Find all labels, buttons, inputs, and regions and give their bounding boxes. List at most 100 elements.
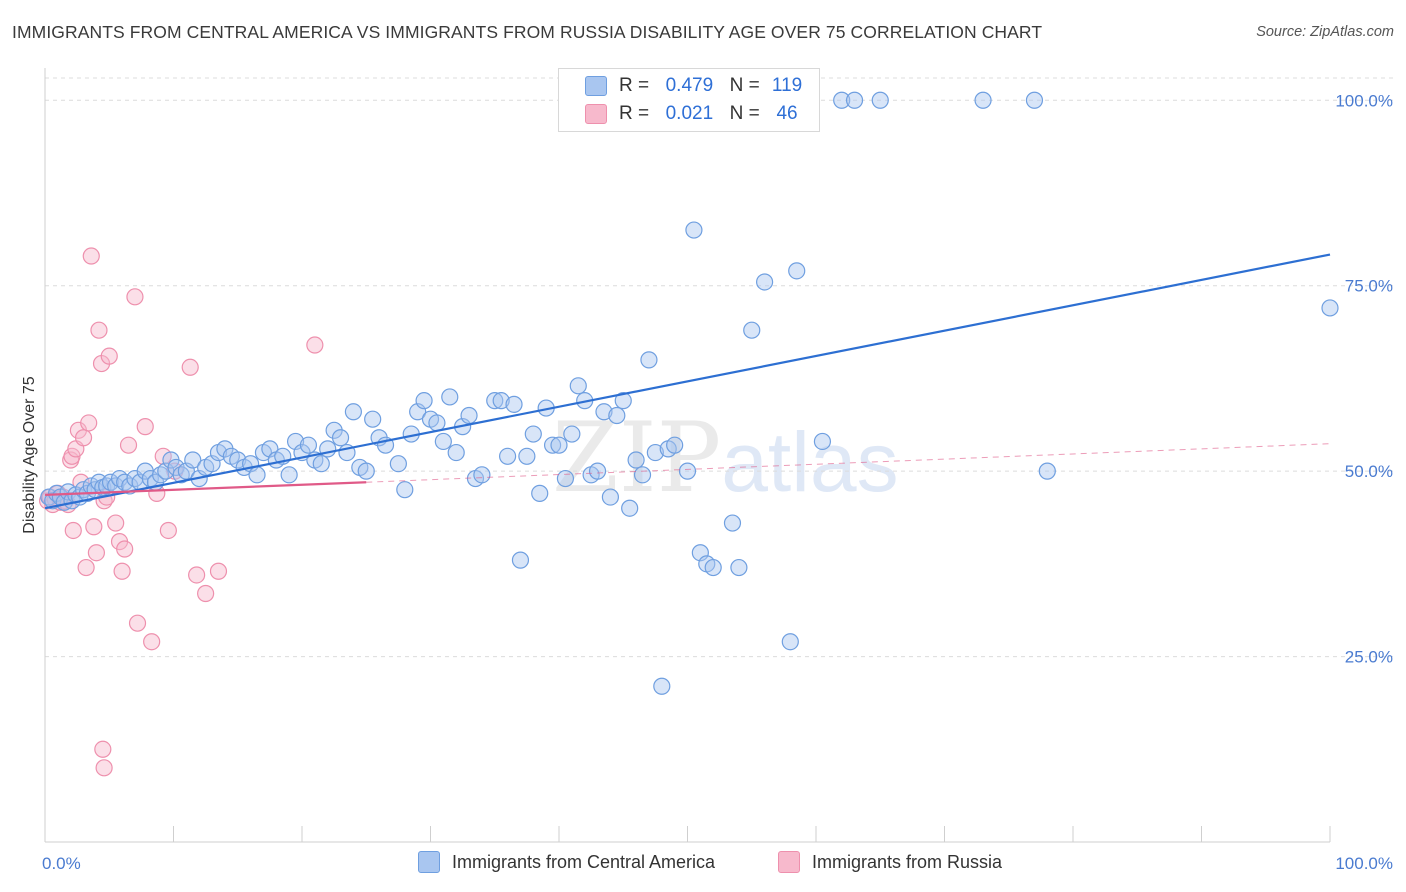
data-point-central-america — [434, 432, 452, 451]
data-point-russia — [77, 558, 95, 577]
y-axis-label: Disability Age Over 75 — [21, 376, 38, 534]
central-america-points — [40, 91, 1339, 695]
data-point-central-america — [614, 392, 632, 410]
legend-r-label: R = — [619, 103, 650, 124]
trend-line-russia — [44, 481, 367, 496]
data-point-central-america — [184, 451, 202, 469]
data-point-central-america — [511, 551, 530, 569]
data-point-central-america — [505, 395, 523, 413]
data-point-russia — [181, 358, 199, 376]
data-point-russia — [159, 521, 177, 540]
legend-swatch-pink — [585, 104, 607, 124]
trend-line-russia-extended — [366, 443, 1331, 483]
data-point-central-america — [344, 403, 362, 421]
data-point-russia — [306, 336, 324, 354]
data-point-central-america — [781, 633, 799, 651]
data-point-russia — [119, 436, 138, 454]
legend-item-central-america: Immigrants from Central America — [418, 851, 715, 873]
data-point-central-america — [608, 406, 626, 425]
watermark-zip: ZIP — [552, 402, 722, 514]
data-point-central-america — [723, 514, 742, 532]
legend-n-label: N = — [729, 75, 760, 96]
legend-row-central-america: R = 0.479 N = 119 — [585, 73, 809, 99]
y-tick-label: 50.0% — [1345, 462, 1393, 481]
data-point-central-america — [248, 466, 266, 484]
data-point-central-america — [646, 443, 664, 462]
correlation-legend: R = 0.479 N = 119 R = 0.021 N = 46 — [558, 68, 820, 132]
data-point-russia — [136, 418, 154, 436]
legend-label-russia: Immigrants from Russia — [812, 851, 1003, 872]
source-credit: Source: ZipAtlas.com — [1256, 24, 1394, 40]
data-point-central-america — [601, 488, 620, 506]
data-point-russia — [94, 740, 112, 758]
y-tick-label: 75.0% — [1345, 277, 1393, 296]
data-point-central-america — [280, 466, 298, 484]
data-point-central-america — [518, 447, 536, 465]
data-point-central-america — [556, 469, 575, 488]
legend-swatch-pink — [778, 851, 800, 873]
x-tick-label: 0.0% — [42, 854, 81, 873]
data-point-russia — [126, 288, 144, 306]
data-point-russia — [113, 562, 131, 580]
data-point-central-america — [845, 91, 864, 109]
legend-n-value: 119 — [771, 75, 803, 96]
legend-n-label: N = — [729, 103, 760, 124]
data-point-central-america — [357, 462, 375, 480]
russia-points — [38, 247, 324, 777]
data-point-russia — [197, 584, 215, 603]
data-point-central-america — [396, 481, 414, 499]
watermark-atlas: atlas — [721, 415, 899, 509]
watermark: ZIPatlas — [552, 402, 899, 514]
data-point-central-america — [974, 91, 992, 109]
data-point-central-america — [666, 436, 684, 454]
data-point-central-america — [550, 436, 568, 454]
legend-n-value: 46 — [776, 103, 798, 124]
trend-line-central-america — [44, 253, 1331, 510]
data-point-central-america — [415, 392, 433, 410]
legend-r-label: R = — [619, 75, 650, 96]
tick-labels: 25.0% 50.0% 75.0% 100.0% 0.0% 100.0% — [42, 91, 1393, 873]
data-point-russia — [100, 347, 118, 365]
data-point-russia — [85, 518, 103, 536]
data-point-russia — [188, 566, 206, 584]
data-point-russia — [128, 614, 147, 632]
legend-item-russia: Immigrants from Russia — [778, 851, 1002, 873]
data-point-central-america — [595, 403, 613, 421]
data-point-central-america — [627, 451, 645, 469]
data-point-central-america — [678, 462, 697, 480]
legend-r-value: 0.479 — [665, 75, 714, 96]
data-point-central-america — [389, 455, 407, 473]
data-point-central-america — [499, 447, 517, 465]
data-point-central-america — [473, 466, 491, 484]
data-point-russia — [95, 759, 113, 777]
trend-lines — [44, 253, 1331, 510]
data-point-central-america — [640, 351, 658, 369]
data-point-russia — [209, 562, 228, 580]
data-point-central-america — [441, 388, 459, 406]
x-tick-label: 100.0% — [1335, 854, 1393, 873]
data-point-central-america — [543, 436, 562, 454]
series-legend: Immigrants from Central America Immigran… — [0, 851, 1406, 877]
data-point-central-america — [704, 558, 722, 577]
legend-swatch-blue — [418, 851, 440, 873]
data-point-russia — [64, 521, 82, 540]
data-point-central-america — [813, 432, 832, 451]
axes — [44, 68, 1331, 843]
data-point-central-america — [755, 273, 774, 291]
data-point-central-america — [621, 499, 639, 517]
data-point-central-america — [1321, 299, 1339, 317]
chart-title: IMMIGRANTS FROM CENTRAL AMERICA VS IMMIG… — [12, 22, 1043, 42]
data-point-central-america — [447, 443, 465, 462]
data-point-central-america — [588, 462, 607, 480]
data-point-russia — [87, 544, 106, 562]
data-point-central-america — [460, 406, 478, 425]
data-point-central-america — [871, 91, 889, 109]
data-point-central-america — [312, 455, 330, 473]
data-point-central-america — [563, 425, 581, 443]
data-point-russia — [74, 429, 93, 447]
data-point-central-america — [730, 558, 748, 577]
data-point-central-america — [1025, 91, 1044, 109]
data-point-russia — [80, 414, 98, 432]
data-point-central-america — [364, 410, 382, 428]
